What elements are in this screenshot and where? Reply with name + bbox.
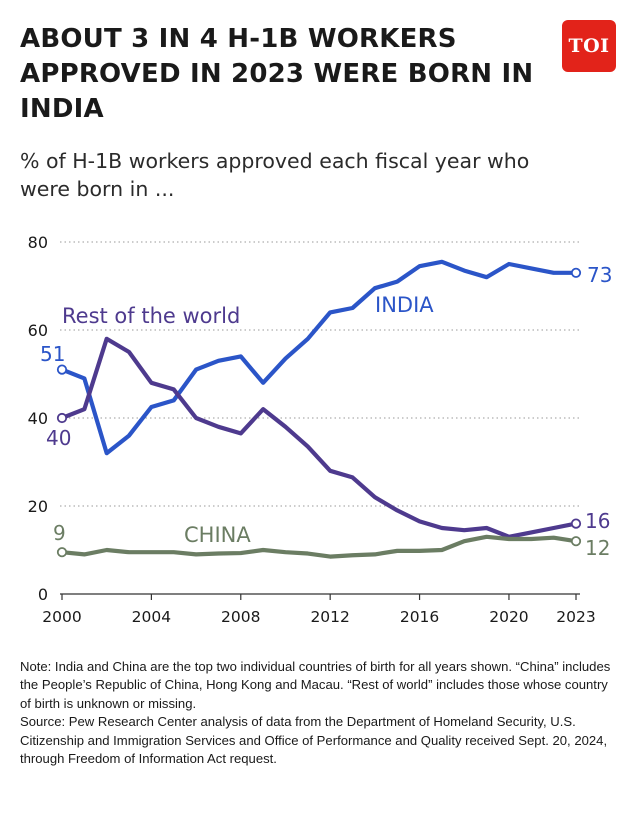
x-tick-label: 2020: [489, 608, 528, 626]
y-tick-label: 80: [28, 233, 48, 252]
end-value-china: 12: [585, 536, 610, 560]
footnotes: Note: India and China are the top two in…: [20, 658, 620, 768]
chart-source: Source: Pew Research Center analysis of …: [20, 714, 608, 767]
y-tick-label: 60: [28, 321, 48, 340]
y-axis-ticks: 0 20 40 60 80: [28, 233, 48, 604]
series-line-china: [59, 534, 579, 559]
chart-note: Note: India and China are the top two in…: [20, 659, 611, 711]
x-tick-label: 2012: [310, 608, 349, 626]
end-value-rest: 16: [585, 509, 610, 533]
line-chart: 0 20 40 60 80 2000 2004 2008 2012 2016 2020 2023 I…: [28, 233, 613, 626]
series-lines: [56, 259, 582, 559]
start-value-india: 51: [40, 342, 65, 366]
series-labels: INDIA 51 73 Rest of the world 40 16 CHINA 9 12: [40, 263, 612, 560]
series-name-rest: Rest of the world: [62, 304, 240, 328]
gridlines: [60, 241, 580, 595]
start-marker-india: [56, 364, 68, 375]
x-tick-label: 2008: [221, 608, 260, 626]
end-marker-rest: [570, 518, 582, 529]
chart-title: ABOUT 3 IN 4 H-1B WORKERS APPROVED IN 20…: [20, 24, 534, 124]
start-value-rest: 40: [46, 426, 71, 450]
series-line-india: [59, 259, 579, 456]
end-marker-india: [570, 267, 582, 278]
start-value-china: 9: [53, 521, 66, 545]
series-name-india: INDIA: [375, 293, 434, 317]
end-marker-china: [570, 536, 582, 547]
start-marker-china: [56, 547, 68, 558]
end-value-india: 73: [587, 263, 612, 287]
toi-logo[interactable]: TOI: [562, 20, 616, 72]
y-tick-label: 0: [38, 585, 48, 604]
x-tick-label: 2004: [132, 608, 171, 626]
y-tick-label: 40: [28, 409, 48, 428]
x-tick-label: 2016: [400, 608, 439, 626]
x-axis-ticks: 2000 2004 2008 2012 2016 2020 2023: [42, 594, 596, 626]
y-tick-label: 20: [28, 497, 48, 516]
series-name-china: CHINA: [184, 523, 251, 547]
series-line-rest: [59, 336, 579, 539]
x-tick-label: 2000: [42, 608, 81, 626]
start-marker-rest: [56, 412, 68, 424]
x-tick-label: 2023: [556, 608, 595, 626]
chart-subtitle: % of H-1B workers approved each fiscal y…: [20, 149, 530, 201]
